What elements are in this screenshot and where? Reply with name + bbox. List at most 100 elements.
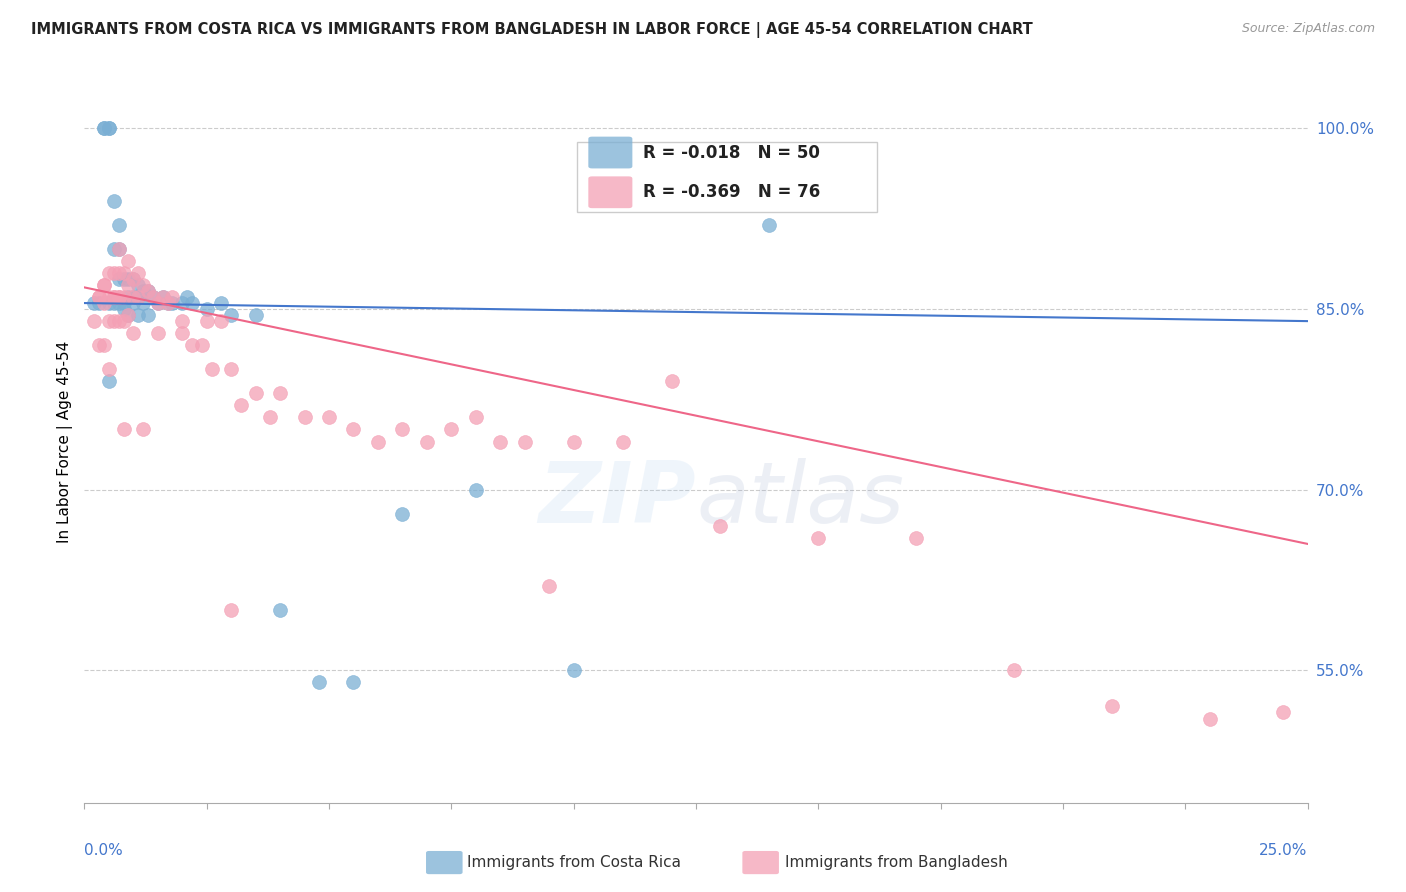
Point <box>176 290 198 304</box>
Point <box>464 410 486 425</box>
Point <box>112 296 135 310</box>
Point <box>103 314 125 328</box>
Point <box>219 603 242 617</box>
Point <box>93 296 115 310</box>
FancyBboxPatch shape <box>578 143 877 211</box>
Y-axis label: In Labor Force | Age 45-54: In Labor Force | Age 45-54 <box>58 341 73 542</box>
Point <box>87 290 110 304</box>
Point <box>97 375 120 389</box>
Point <box>103 242 125 256</box>
FancyBboxPatch shape <box>588 136 633 169</box>
Point <box>181 296 204 310</box>
Point <box>1101 699 1123 714</box>
Point <box>112 301 135 317</box>
Point <box>191 338 214 352</box>
Point <box>391 507 413 521</box>
Point <box>440 423 463 437</box>
Point <box>162 296 184 310</box>
Point <box>146 326 169 341</box>
Point <box>172 326 194 341</box>
Point <box>142 290 165 304</box>
Point <box>156 296 179 310</box>
Point <box>342 423 364 437</box>
Point <box>97 266 120 280</box>
Point <box>142 290 165 304</box>
Point <box>122 326 145 341</box>
Point <box>513 434 536 449</box>
Point <box>127 308 149 322</box>
Point <box>259 410 281 425</box>
Point <box>294 410 316 425</box>
Point <box>152 290 174 304</box>
Point <box>181 338 204 352</box>
Text: 25.0%: 25.0% <box>1260 843 1308 857</box>
Point <box>209 314 232 328</box>
Point <box>464 483 486 497</box>
Point <box>122 290 145 304</box>
Point <box>107 290 129 304</box>
Point <box>136 308 159 322</box>
Point <box>146 296 169 310</box>
Point <box>103 290 125 304</box>
Point <box>127 278 149 293</box>
Point <box>107 290 129 304</box>
Point <box>127 290 149 304</box>
Point <box>416 434 439 449</box>
Point <box>107 218 129 232</box>
Text: atlas: atlas <box>696 458 904 541</box>
Point <box>87 296 110 310</box>
Point <box>219 308 242 322</box>
Point <box>117 278 139 293</box>
FancyBboxPatch shape <box>588 177 633 208</box>
Point <box>156 296 179 310</box>
Point <box>103 194 125 208</box>
Point <box>200 362 222 376</box>
Point <box>87 338 110 352</box>
Point <box>229 398 252 412</box>
Point <box>83 296 105 310</box>
Point <box>103 296 125 310</box>
Point <box>117 272 139 286</box>
Point <box>308 675 330 690</box>
Point <box>172 314 194 328</box>
Text: R = -0.369   N = 76: R = -0.369 N = 76 <box>644 183 821 202</box>
Point <box>93 121 115 136</box>
Point <box>103 266 125 280</box>
Text: 0.0%: 0.0% <box>84 843 124 857</box>
Point <box>97 290 120 304</box>
Point <box>152 290 174 304</box>
Point <box>107 296 129 310</box>
Point <box>209 296 232 310</box>
Point <box>132 284 155 298</box>
Point <box>162 290 184 304</box>
Point <box>122 290 145 304</box>
Point <box>117 254 139 268</box>
Point <box>132 296 155 310</box>
Point <box>117 290 139 304</box>
Point <box>127 290 149 304</box>
Point <box>93 278 115 293</box>
Point <box>93 338 115 352</box>
Point <box>97 314 120 328</box>
Point <box>562 434 585 449</box>
Point <box>117 308 139 322</box>
Point <box>807 531 830 545</box>
Point <box>93 121 115 136</box>
Point <box>107 242 129 256</box>
Point <box>342 675 364 690</box>
Text: R = -0.018   N = 50: R = -0.018 N = 50 <box>644 144 820 161</box>
Point <box>269 603 291 617</box>
Point <box>107 314 129 328</box>
Point <box>661 375 683 389</box>
Point <box>195 301 218 317</box>
Text: Immigrants from Bangladesh: Immigrants from Bangladesh <box>785 855 1007 870</box>
Text: IMMIGRANTS FROM COSTA RICA VS IMMIGRANTS FROM BANGLADESH IN LABOR FORCE | AGE 45: IMMIGRANTS FROM COSTA RICA VS IMMIGRANTS… <box>31 22 1032 38</box>
Point <box>905 531 928 545</box>
Point <box>87 290 110 304</box>
Point <box>709 519 731 533</box>
Point <box>122 272 145 286</box>
Point <box>97 121 120 136</box>
Point <box>758 218 780 232</box>
Point <box>107 242 129 256</box>
Text: Immigrants from Costa Rica: Immigrants from Costa Rica <box>467 855 681 870</box>
